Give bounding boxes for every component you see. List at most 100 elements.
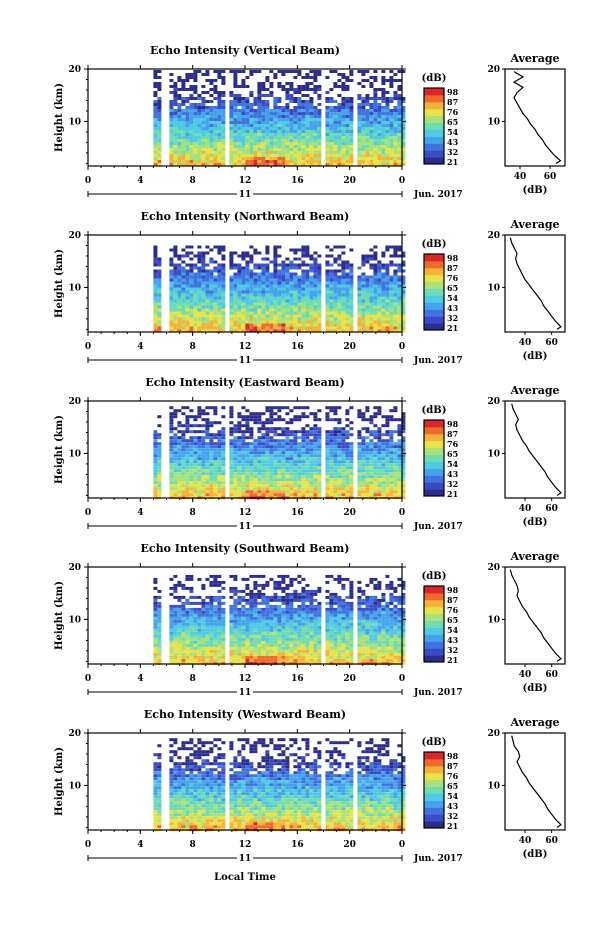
heatmap-cell — [349, 311, 354, 315]
heatmap-cell — [357, 445, 362, 449]
heatmap-cell — [377, 290, 382, 294]
heatmap-cell — [193, 154, 198, 157]
heatmap-cell — [369, 314, 374, 318]
heatmap-cell — [281, 278, 286, 282]
heatmap-cell — [209, 130, 214, 133]
heatmap-cell — [241, 415, 246, 419]
heatmap-cell — [301, 451, 306, 455]
heatmap-cell — [193, 320, 198, 324]
heatmap-cell — [201, 493, 206, 497]
average-profile-line — [512, 71, 562, 164]
heatmap-cell — [297, 248, 302, 252]
heatmap-cell — [221, 139, 226, 142]
heatmap-cell — [301, 454, 306, 458]
heatmap-cell — [381, 94, 386, 97]
heatmap-cell — [277, 124, 282, 127]
heatmap-cell — [285, 142, 290, 145]
heatmap-cell — [193, 118, 198, 121]
heatmap-cell — [305, 406, 310, 410]
heatmap-cell — [377, 475, 382, 479]
heatmap-cell — [249, 415, 254, 419]
heatmap-cell — [261, 299, 266, 303]
heatmap-cell — [249, 148, 254, 151]
heatmap-cell — [205, 314, 210, 318]
heatmap-cell — [285, 257, 290, 261]
heatmap-cell — [181, 448, 186, 452]
heatmap-cell — [389, 490, 394, 494]
heatmap-cell — [397, 451, 402, 455]
heatmap-cell — [261, 308, 266, 312]
heatmap-cell — [153, 257, 158, 261]
heatmap-cell — [241, 151, 246, 154]
heatmap-cell — [373, 142, 378, 145]
heatmap-cell — [185, 454, 190, 458]
heatmap-cell — [169, 637, 174, 641]
heatmap-cell — [281, 124, 286, 127]
heatmap-cell — [341, 142, 346, 145]
colorbar-tick-label: 65 — [447, 449, 458, 459]
heatmap-cell — [153, 290, 158, 294]
heatmap-cell — [281, 109, 286, 112]
heatmap-cell — [213, 460, 218, 464]
heatmap-cell — [373, 76, 378, 79]
heatmap-cell — [297, 463, 302, 467]
heatmap-cell — [357, 296, 362, 300]
heatmap-cell — [265, 115, 270, 118]
heatmap-cell — [253, 311, 258, 315]
heatmap-cell — [285, 139, 290, 142]
heatmap-cell — [177, 631, 182, 635]
heatmap-cell — [269, 451, 274, 455]
avg-y-tick-label: 10 — [487, 117, 500, 127]
heatmap-cell — [357, 139, 362, 142]
heatmap-cell — [185, 278, 190, 282]
heatmap-cell — [401, 424, 406, 428]
heatmap-cell — [233, 73, 238, 76]
heatmap-cell — [313, 442, 318, 446]
heatmap-cell — [349, 290, 354, 294]
heatmap-cell — [373, 466, 378, 470]
heatmap-cell — [217, 493, 222, 497]
heatmap-cell — [169, 272, 174, 276]
heatmap-cell — [185, 598, 190, 602]
heatmap-cell — [345, 112, 350, 115]
heatmap-cell — [181, 424, 186, 428]
heatmap-cell — [401, 418, 406, 422]
heatmap-cell — [169, 284, 174, 288]
heatmap-cell — [241, 305, 246, 309]
heatmap-cell — [357, 460, 362, 464]
heatmap-cell — [181, 631, 186, 635]
heatmap-cell — [169, 118, 174, 121]
heatmap-cell — [153, 103, 158, 106]
heatmap-cell — [317, 457, 322, 461]
heatmap-cell — [389, 148, 394, 151]
heatmap-cell — [373, 478, 378, 482]
heatmap-cell — [153, 272, 158, 276]
heatmap-cell — [185, 73, 190, 76]
heatmap-cell — [185, 151, 190, 154]
heatmap-cell — [325, 133, 330, 136]
heatmap-cell — [201, 439, 206, 443]
heatmap-cell — [297, 70, 302, 73]
heatmap-cell — [217, 73, 222, 76]
heatmap-cell — [157, 305, 162, 309]
heatmap-cell — [217, 329, 222, 333]
heatmap-cell — [285, 439, 290, 443]
heatmap-cell — [357, 115, 362, 118]
heatmap-cell — [309, 118, 314, 121]
heatmap-cell — [389, 323, 394, 327]
heatmap-cell — [229, 308, 234, 312]
heatmap-cell — [401, 302, 406, 306]
heatmap-cell — [277, 445, 282, 449]
heatmap-cell — [181, 604, 186, 608]
heatmap-cell — [233, 100, 238, 103]
heatmap-cell — [201, 251, 206, 255]
heatmap-cell — [253, 412, 258, 416]
heatmap-cell — [329, 118, 334, 121]
heatmap-cell — [185, 160, 190, 163]
heatmap-cell — [325, 145, 330, 148]
heatmap-cell — [229, 454, 234, 458]
heatmap-cell — [385, 430, 390, 434]
heatmap-cell — [281, 323, 286, 327]
heatmap-cell — [153, 451, 158, 455]
heatmap-cell — [229, 145, 234, 148]
